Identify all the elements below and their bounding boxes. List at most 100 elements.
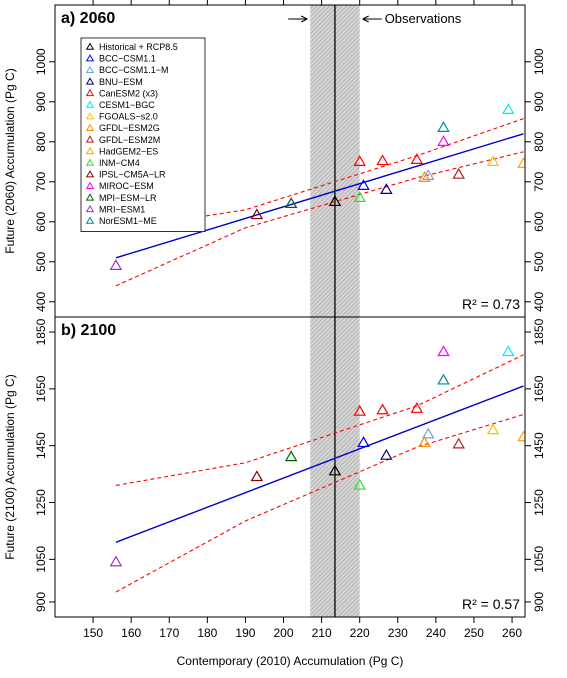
y-tick-label: 1250 (34, 489, 48, 516)
data-point (109, 555, 123, 567)
data-point (250, 470, 264, 482)
y-tick-label: 600 (34, 211, 48, 231)
ci-upper (115, 354, 524, 487)
y-tick-label: 1050 (34, 546, 48, 573)
data-point (418, 436, 431, 448)
legend-marker (85, 77, 95, 85)
data-point (380, 448, 393, 460)
x-tick-label: 170 (159, 626, 179, 640)
data-point (437, 135, 450, 146)
legend-label: CESM1−BGC (99, 100, 155, 110)
legend-marker (85, 135, 95, 143)
legend-marker (85, 170, 95, 178)
data-point (452, 167, 465, 179)
panel-frame (54, 316, 526, 618)
y-tick-label: 500 (34, 251, 48, 271)
legend-marker (85, 204, 95, 213)
y-tick-label: 400 (34, 291, 48, 311)
legend-box (80, 37, 206, 233)
y-tick-label-right: 500 (532, 251, 546, 271)
x-tick-label: 240 (426, 626, 446, 640)
data-point (421, 427, 435, 439)
x-tick-label: 180 (197, 626, 217, 640)
legend-marker (85, 146, 95, 155)
y-tick-label-right: 1850 (532, 318, 546, 345)
legend-marker (85, 88, 95, 97)
x-axis-title: Contemporary (2010) Accumulation (Pg C) (177, 654, 404, 668)
data-point (376, 154, 389, 166)
legend-label: MRI−ESM1 (99, 204, 145, 214)
data-point (452, 437, 465, 449)
y-tick-label: 900 (34, 592, 48, 612)
legend-label: GFDL−ESM2G (99, 123, 160, 133)
data-point (437, 121, 450, 132)
legend-label: FGOALS−s2.0 (99, 112, 158, 122)
y-tick-label-right: 1000 (532, 48, 546, 75)
legend-label: HadGEM2−ES (99, 146, 158, 156)
y-tick-label-right: 700 (532, 171, 546, 191)
legend-marker (85, 100, 95, 108)
x-tick-label: 230 (388, 626, 408, 640)
legend-label: BNU−ESM (99, 77, 143, 87)
obs-arrowhead-left (300, 15, 308, 23)
data-point (353, 155, 366, 166)
data-point (109, 259, 123, 270)
y-tick-label-right: 1250 (532, 489, 546, 516)
legend-marker (85, 112, 95, 120)
data-point (437, 373, 450, 385)
data-point (437, 345, 450, 357)
data-point (501, 103, 515, 114)
data-point (357, 179, 370, 190)
data-point (328, 464, 342, 476)
y-tick-label: 900 (34, 91, 48, 111)
data-point (410, 153, 424, 164)
y-axis-title: Future (2060) Accumulation (Pg C) (3, 68, 17, 253)
data-point (517, 157, 525, 168)
fit-line (115, 385, 524, 543)
x-tick-label: 190 (235, 626, 255, 640)
legend-marker (85, 65, 95, 73)
legend-marker (85, 54, 95, 62)
y-tick-label-right: 1050 (532, 546, 546, 573)
y-tick-label-right: 900 (532, 592, 546, 612)
data-point (486, 423, 500, 435)
legend-label: MPI−ESM−LR (99, 193, 157, 203)
obs-arrowhead-right (362, 15, 369, 23)
y-tick-label-right: 900 (532, 91, 546, 111)
data-point (328, 195, 342, 206)
y-tick-label-right: 600 (532, 211, 546, 231)
x-tick-label: 200 (274, 626, 294, 640)
y-tick-label-right: 1450 (532, 432, 546, 459)
data-point (284, 197, 298, 208)
legend-marker (85, 193, 95, 201)
obs-label: Observations (385, 11, 462, 26)
y-tick-label: 1450 (34, 432, 48, 459)
panel-title: b) 2100 (61, 322, 116, 339)
legend-marker (85, 181, 95, 189)
legend-label: MIROC−ESM (99, 181, 154, 191)
legend-label: INM−CM4 (99, 158, 140, 168)
y-tick-label: 1000 (34, 48, 48, 75)
legend-label: CanESM2 (x3) (99, 88, 158, 98)
y-tick-label-right: 400 (532, 291, 546, 311)
panel-title: a) 2060 (61, 10, 115, 27)
y-tick-label-right: 800 (532, 131, 546, 151)
data-point (353, 404, 366, 416)
data-point (250, 208, 264, 220)
x-tick-label: 150 (83, 626, 103, 640)
data-point (501, 345, 515, 357)
plot-area (109, 317, 525, 617)
y-tick-label: 700 (34, 171, 48, 191)
x-tick-label: 260 (502, 626, 522, 640)
legend-label: BCC−CSM1.1−M (99, 65, 169, 75)
y-tick-label-right: 1650 (532, 375, 546, 402)
fit-line (115, 133, 524, 259)
legend-marker (85, 42, 95, 50)
plot-area (109, 5, 525, 317)
x-tick-label: 160 (121, 626, 141, 640)
data-point (380, 183, 393, 194)
data-point (486, 155, 500, 166)
legend-label: BCC−CSM1.1 (99, 54, 156, 64)
data-point (284, 450, 298, 462)
